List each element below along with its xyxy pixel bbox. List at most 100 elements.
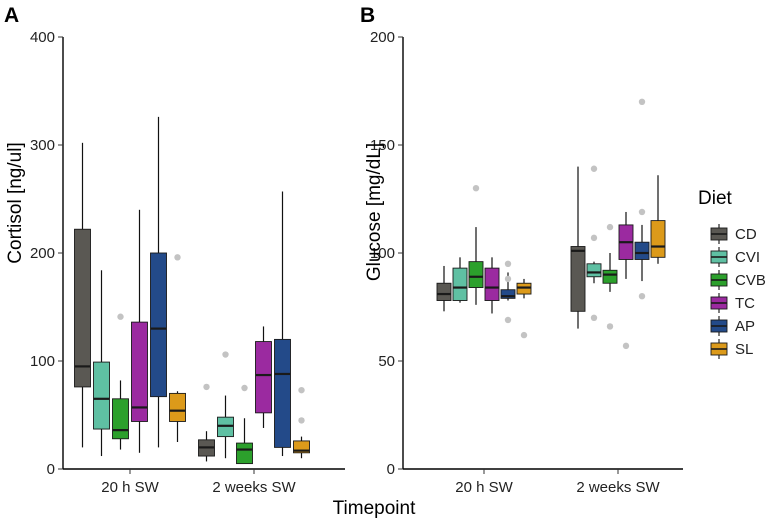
outlier-point [504,316,512,324]
glucose-panel: 0 50 100 150 200 20 h SW 2 weeks SW [370,29,683,496]
box-iqr [500,289,516,299]
box-a-cd-1 [198,383,215,462]
y-tick-label: 300 [30,137,55,154]
box-a-ap-1 [274,191,291,457]
legend-item-tc: TC [710,293,755,313]
box-iqr [93,361,110,430]
outlier-point [174,254,181,261]
box-a-cvi-0 [93,270,110,457]
outlier-point [504,260,512,267]
legend-label: AP [735,318,755,335]
box-a-tc-0 [131,209,148,453]
x-tick-label: 20 h SW [455,479,513,496]
legend-label: CD [735,226,757,243]
y-tick-label: 400 [30,29,55,46]
cortisol-panel: 0 100 200 300 400 20 h SW 2 weeks SW [30,29,345,496]
box-b-sl-1 [650,175,666,264]
box-iqr [274,338,291,448]
box-b-cd-1 [570,166,586,329]
box-a-ap-0 [150,116,167,448]
box-b-ap-0 [500,260,516,324]
box-b-cvi-0 [452,257,468,303]
box-a-cvb-1 [236,384,253,465]
box-iqr [484,267,500,301]
x-tick-label: 20 h SW [101,479,159,496]
y-tick-label: 0 [387,461,395,478]
legend-item-cvi: CVI [710,247,760,267]
y-tick-label: 50 [378,353,395,370]
box-iqr [586,263,602,278]
box-iqr [634,241,650,260]
legend-label: CVB [735,272,766,289]
box-a-cvb-0 [112,313,129,450]
box-b-cvb-0 [468,185,484,305]
outlier-point [590,314,598,321]
y-tick-label: 200 [370,29,395,46]
outlier-point [606,223,614,231]
box-b-sl-0 [516,278,532,339]
box-a-sl-0 [169,254,186,442]
outlier-point [241,384,248,392]
outlier-point [117,313,124,320]
box-b-cvi-1 [586,165,602,321]
y-tick-label: 0 [47,461,55,478]
box-iqr [650,220,666,258]
outlier-point [203,383,210,391]
legend-item-cd: CD [710,224,757,244]
outlier-point [622,342,630,350]
box-iqr [468,261,484,289]
box-a-tc-1 [255,326,272,428]
box-b-cd-0 [436,265,452,312]
box-iqr [131,321,148,422]
box-iqr [255,341,272,414]
box-b-tc-0 [484,257,500,314]
x-axis-title: Timepoint [333,498,416,519]
box-b-ap-1 [634,98,650,300]
box-b-cvb-1 [602,223,618,330]
box-iqr [150,252,167,398]
legend-label: TC [735,295,755,312]
outlier-point [298,417,305,424]
legend: Diet CD CVI CVB TC AP SL [698,188,766,359]
box-iqr [570,246,586,312]
box-iqr [452,267,468,301]
box-iqr [293,440,310,454]
box-a-cd-0 [74,142,91,448]
outlier-point [590,234,598,242]
outlier-point [298,386,305,394]
panel-a-label: A [4,4,19,27]
outlier-point [472,185,480,192]
outlier-point [222,351,229,358]
outlier-point [638,208,646,216]
box-iqr [74,228,91,388]
box-iqr [436,282,452,301]
y-tick-label: 100 [30,353,55,370]
box-a-sl-1 [293,386,310,459]
outlier-point [638,293,646,300]
outlier-point [606,323,614,330]
outlier-point [520,331,528,339]
box-b-tc-1 [618,211,634,350]
box-iqr [602,269,618,284]
legend-item-cvb: CVB [710,270,766,290]
x-tick-label: 2 weeks SW [576,479,660,496]
box-a-cvi-1 [217,351,234,459]
outlier-point [638,98,646,106]
box-iqr [169,392,186,422]
legend-title: Diet [698,188,733,209]
y-axis-title-cortisol: Cortisol [ng/ul] [5,142,26,263]
outlier-point [504,275,512,283]
outlier-point [590,165,598,172]
panel-b-label: B [360,4,375,27]
y-tick-label: 200 [30,245,55,262]
y-axis-title-glucose: Glucose [mg/dL] [364,143,385,281]
box-iqr [112,398,129,440]
y-tick-label: 100 [370,245,395,262]
x-tick-label: 2 weeks SW [212,479,296,496]
legend-label: CVI [735,249,760,266]
legend-item-ap: AP [710,316,755,336]
box-iqr [236,442,253,465]
legend-item-sl: SL [710,339,753,359]
y-tick-label: 150 [370,137,395,154]
